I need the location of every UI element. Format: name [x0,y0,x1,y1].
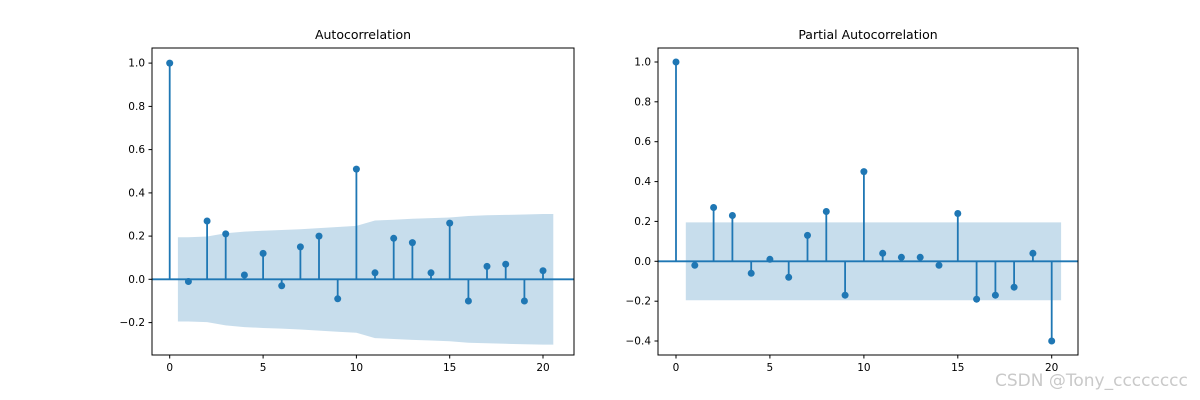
acf-marker [539,267,547,275]
pacf-y-tick-label: 0.2 [634,216,651,228]
pacf-x-tick-label: 0 [673,362,680,374]
acf-marker [203,217,211,225]
pacf-marker [1029,249,1037,257]
acf-marker [315,232,323,240]
pacf-marker [841,291,849,299]
acf-y-tick-label: 1.0 [128,58,145,70]
acf-marker [408,239,416,247]
acf-y-tick-label: 0.6 [128,144,145,156]
acf-marker [520,297,528,305]
pacf-y-tick-label: 0.8 [634,96,651,108]
pacf-marker [822,208,830,215]
acf-marker [352,165,360,173]
pacf-marker [785,273,793,281]
acf-marker [166,59,174,67]
acf-x-tick-label: 20 [536,362,549,374]
acf-y-tick-label: −0.2 [120,317,146,329]
pacf-marker [1048,337,1056,345]
acf-marker [296,243,304,251]
pacf-marker [954,210,962,217]
acf-chart: 0 5 10 15 20 1.0 0.8 0.6 0.4 0.2 0.0 −0.2 [120,47,575,374]
acf-x-tick-label: 15 [443,362,456,374]
pacf-y-tick-label: 0.0 [634,256,651,268]
pacf-marker [991,291,999,299]
pacf-chart: 0 5 10 15 20 1.0 0.8 0.6 0.4 0.2 0.0 −0.2 −0.4 [626,47,1079,374]
acf-marker [184,278,192,285]
pacf-axes-frame [657,47,1079,356]
pacf-marker [860,168,868,176]
pacf-marker [672,58,680,66]
acf-x-tick-label: 10 [350,362,363,374]
pacf-marker [916,253,924,261]
acf-y-tick-label: 0.0 [128,274,145,286]
pacf-marker [710,204,718,211]
pacf-y-tick-label: 1.0 [634,57,651,69]
acf-marker [483,262,491,270]
watermark: CSDN @Tony_cccccccc [995,371,1188,391]
acf-y-tick-label: 0.4 [128,187,145,199]
pacf-x-tick-label: 10 [857,362,870,374]
acf-y-tick-label: 0.8 [128,101,145,113]
pacf-marker [766,255,774,263]
pacf-y-tick-label: −0.4 [626,336,652,348]
pacf-x-tick-label: 15 [951,362,964,374]
pacf-marker [691,261,699,269]
pacf-y-tick-label: −0.2 [626,296,652,308]
pacf-marker [973,295,981,303]
acf-marker [371,269,379,277]
pacf-marker [728,212,736,219]
pacf-y-tick-label: 0.4 [634,176,651,188]
acf-marker [240,271,248,279]
pacf-marker [935,261,943,269]
acf-marker [259,249,267,257]
pacf-y-tick-label: 0.6 [634,136,651,148]
acf-marker [464,297,472,305]
acf-marker [334,295,342,303]
pacf-marker [1010,283,1018,291]
acf-title: Autocorrelation [314,27,412,42]
pacf-marker [897,253,905,261]
acf-x-tick-label: 5 [260,362,267,374]
pacf-title: Partial Autocorrelation [798,27,938,42]
acf-marker [446,219,454,227]
acf-marker [222,230,230,238]
acf-marker [502,260,510,268]
pacf-marker [747,269,755,277]
pacf-marker [879,249,887,257]
acf-x-tick-label: 0 [166,362,173,374]
acf-axes-frame [151,47,575,356]
pacf-x-tick-label: 20 [1045,362,1058,374]
acf-marker [390,234,398,242]
acf-marker [427,269,435,277]
acf-y-tick-label: 0.2 [128,231,145,243]
pacf-x-tick-label: 5 [767,362,774,374]
acf-marker [278,282,286,290]
pacf-marker [804,231,811,239]
